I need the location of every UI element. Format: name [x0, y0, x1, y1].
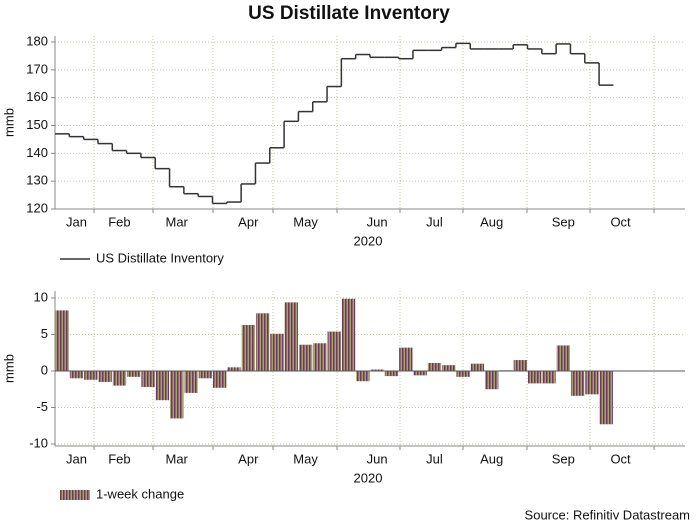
- bar: [213, 371, 227, 388]
- y-tick-label: -10: [29, 435, 48, 450]
- bar: [356, 371, 370, 382]
- bar: [170, 371, 184, 419]
- x-tick-label: May: [293, 214, 318, 229]
- bar: [69, 371, 84, 379]
- x-tick-label: Jan: [66, 451, 87, 466]
- bar: [98, 371, 112, 382]
- x-tick-label: Apr: [238, 451, 259, 466]
- x-tick-label: Oct: [610, 214, 631, 229]
- x-tick-label: May: [293, 451, 318, 466]
- x-tick-label: Mar: [166, 451, 189, 466]
- bar: [313, 343, 327, 371]
- x-axis-label: 2020: [354, 470, 383, 485]
- bar: [141, 371, 155, 388]
- bar: [585, 371, 599, 395]
- y-tick-label: 150: [26, 117, 48, 132]
- bar: [327, 331, 341, 371]
- x-tick-label: Apr: [238, 214, 259, 229]
- bar: [570, 371, 585, 396]
- x-tick-label: Jun: [367, 214, 388, 229]
- x-tick-label: Jun: [367, 451, 388, 466]
- x-tick-label: Feb: [108, 214, 130, 229]
- bar: [384, 371, 399, 377]
- bar: [227, 367, 241, 371]
- bar: [542, 371, 556, 384]
- y-tick-label: 160: [26, 89, 48, 104]
- bar: [112, 371, 127, 386]
- bar: [270, 333, 284, 371]
- x-tick-label: Sep: [552, 451, 575, 466]
- y-axis-label: mmb: [1, 354, 16, 383]
- legend-swatch: [60, 490, 90, 500]
- bar: [399, 347, 413, 371]
- y-tick-label: 180: [26, 33, 48, 48]
- bar: [284, 302, 298, 371]
- bar: [456, 371, 470, 377]
- bar: [341, 298, 356, 371]
- bar: [442, 365, 456, 371]
- bar: [370, 369, 384, 371]
- x-tick-label: Jul: [426, 214, 443, 229]
- legend-label: 1-week change: [96, 486, 184, 501]
- bar: [155, 371, 170, 401]
- y-tick-label: -5: [36, 399, 48, 414]
- y-tick-label: 140: [26, 145, 48, 160]
- bar: [84, 371, 98, 380]
- bar: [427, 362, 442, 371]
- x-tick-label: Jul: [426, 451, 443, 466]
- bar: [184, 371, 198, 393]
- x-tick-label: Aug: [480, 451, 503, 466]
- x-tick-label: Aug: [480, 214, 503, 229]
- y-tick-label: 170: [26, 61, 48, 76]
- bar: [413, 371, 427, 376]
- bar: [556, 345, 570, 371]
- x-tick-label: Sep: [552, 214, 575, 229]
- y-tick-label: 0: [41, 362, 48, 377]
- y-axis-label: mmb: [1, 108, 16, 137]
- bar: [298, 344, 313, 371]
- x-tick-label: Mar: [166, 214, 189, 229]
- y-tick-label: 10: [34, 289, 48, 304]
- x-axis-label: 2020: [354, 233, 383, 248]
- x-tick-label: Feb: [108, 451, 130, 466]
- x-tick-label: Jan: [66, 214, 87, 229]
- bar: [485, 371, 499, 390]
- bar: [241, 325, 255, 371]
- chart-title: US Distillate Inventory: [248, 3, 450, 24]
- bar: [198, 371, 212, 379]
- bar: [528, 371, 542, 384]
- bar: [513, 360, 527, 371]
- y-tick-label: 120: [26, 200, 48, 215]
- bar: [470, 363, 485, 371]
- bar: [599, 371, 613, 425]
- source: Source: Refinitiv Datastream: [525, 507, 690, 522]
- y-tick-label: 5: [41, 326, 48, 341]
- x-tick-label: Oct: [610, 451, 631, 466]
- y-tick-label: 130: [26, 173, 48, 188]
- bar: [255, 313, 270, 371]
- bar: [55, 310, 69, 371]
- legend-label: US Distillate Inventory: [96, 250, 224, 265]
- bar: [127, 371, 141, 377]
